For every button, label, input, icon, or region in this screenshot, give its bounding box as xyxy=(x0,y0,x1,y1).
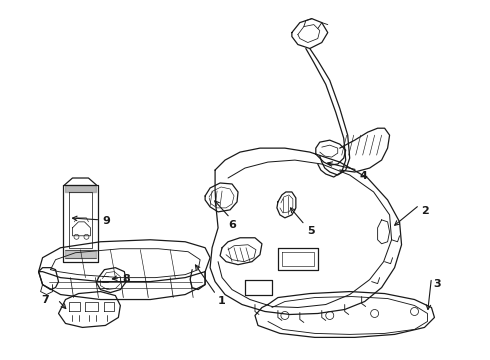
Text: 5: 5 xyxy=(307,226,315,236)
Text: 1: 1 xyxy=(218,296,226,306)
Text: 2: 2 xyxy=(421,206,429,216)
Text: 3: 3 xyxy=(434,279,441,289)
Text: 9: 9 xyxy=(102,216,110,226)
Text: 8: 8 xyxy=(122,274,130,284)
Text: 4: 4 xyxy=(360,171,368,181)
Text: 7: 7 xyxy=(41,294,49,305)
Text: 6: 6 xyxy=(228,220,236,230)
